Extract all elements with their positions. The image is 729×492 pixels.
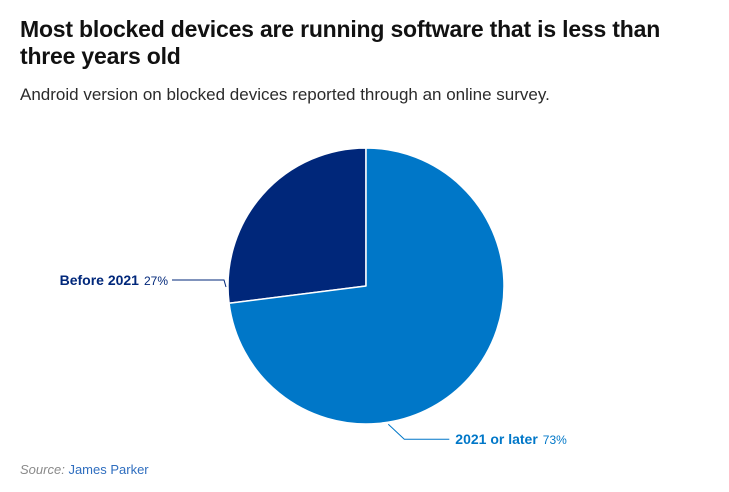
source-label: Source: [20,462,65,477]
pie-slice-before-2021 [227,147,367,305]
slice-label-name: Before 2021 [60,272,140,288]
pie-slice-2021-or-later [228,147,505,425]
slice-label-name: 2021 or later [455,431,538,447]
leader-line-2021-or-later [387,423,450,440]
leader-line-before-2021 [172,279,227,288]
slice-label-percent: 27% [144,274,168,288]
slice-label-before-2021: Before 2021 27% [60,272,169,288]
source-value: James Parker [68,462,149,477]
slice-label-percent: 73% [543,433,567,447]
chart-title: Most blocked devices are running softwar… [20,16,661,69]
source-line: Source: James Parker [20,462,149,478]
chart-subtitle: Android version on blocked devices repor… [20,85,550,104]
slice-label-2021-or-later: 2021 or later 73% [455,431,567,447]
